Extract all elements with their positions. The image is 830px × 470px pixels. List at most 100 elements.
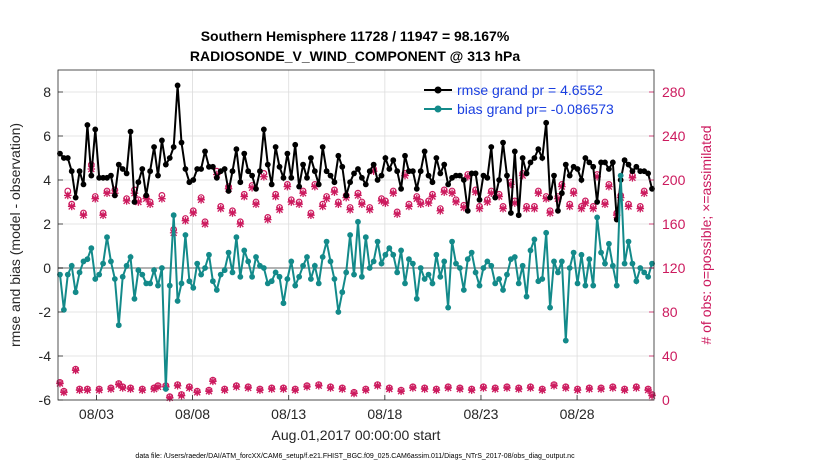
rmse-point (472, 170, 479, 177)
rmse-point (457, 172, 463, 179)
bias-point (421, 276, 428, 282)
bias-point (300, 262, 306, 269)
assimilated-obs-marker (538, 386, 547, 394)
x-tick-label: 08/03 (79, 406, 114, 422)
bias-point (527, 247, 534, 254)
assimilated-obs-marker (177, 391, 186, 400)
y-tick-label-left: -6 (39, 392, 52, 408)
assimilated-obs-marker (628, 174, 637, 182)
bias-point (217, 271, 224, 278)
assimilated-obs-marker (550, 381, 558, 390)
rmse-point (264, 161, 271, 168)
rmse-point (319, 144, 326, 150)
bias-point (123, 262, 130, 269)
rmse-point (127, 128, 134, 135)
bias-point (570, 249, 577, 256)
y-tick-label-left: 4 (43, 172, 51, 188)
x-tick-label: 08/13 (271, 406, 306, 422)
assimilated-obs-marker (318, 202, 327, 211)
rmse-point (241, 150, 248, 157)
rmse-point (213, 174, 220, 181)
rmse-point (566, 172, 573, 179)
rmse-point (633, 163, 640, 170)
assimilated-obs-marker (452, 198, 460, 206)
assimilated-obs-marker (252, 200, 260, 208)
assimilated-obs-marker (389, 189, 398, 197)
rmse-point (413, 185, 420, 192)
rmse-point (315, 181, 322, 188)
assimilated-obs-marker (99, 211, 107, 219)
bias-point (402, 280, 408, 287)
bias-point (64, 271, 71, 278)
assimilated-obs-marker (448, 189, 456, 197)
bias-point (492, 280, 499, 287)
bias-point (543, 229, 550, 236)
bias-point (335, 309, 342, 315)
rmse-point (155, 172, 161, 179)
assimilated-obs-marker (154, 383, 162, 391)
chart-subtitle: RADIOSONDE_V_WIND_COMPONENT @ 313 hPa (190, 48, 520, 64)
rmse-point (139, 166, 146, 172)
rmse-point (237, 179, 244, 186)
bias-point (523, 293, 530, 300)
bias-point (331, 276, 338, 282)
rmse-point (300, 161, 306, 168)
rmse-point (539, 155, 546, 161)
rmse-point (327, 172, 334, 179)
bias-point (625, 238, 632, 245)
assimilated-obs-marker (295, 200, 303, 208)
assimilated-obs-marker (299, 189, 307, 197)
assimilated-obs-marker (440, 188, 449, 196)
bias-point (515, 280, 522, 287)
bias-point (484, 258, 491, 265)
rmse-point (151, 144, 157, 150)
rmse-point (374, 177, 381, 183)
bias-point (586, 256, 593, 263)
bias-point (174, 298, 181, 304)
assimilated-obs-marker (279, 385, 288, 393)
assimilated-obs-marker (205, 387, 213, 395)
rmse-point (578, 177, 585, 183)
rmse-point (280, 174, 287, 181)
bias-point (213, 287, 220, 293)
y-tick-label-right: 40 (662, 348, 678, 364)
rmse-point (629, 168, 636, 175)
assimilated-obs-marker (263, 215, 272, 224)
rmse-point (547, 194, 553, 201)
rmse-point (331, 179, 338, 186)
rmse-point (339, 163, 346, 170)
rmse-point (209, 163, 216, 170)
assimilated-obs-marker (103, 189, 111, 197)
bias-point (641, 269, 648, 276)
bias-point (558, 258, 565, 265)
rmse-point (276, 163, 283, 170)
bias-point (249, 273, 255, 280)
bias-point (617, 172, 624, 179)
bias-point (178, 280, 185, 287)
bias-point (496, 276, 503, 282)
y-axis-label-left: rmse and bias (model - observation) (7, 123, 23, 347)
bias-point (139, 271, 146, 278)
rmse-point (649, 185, 655, 192)
rmse-point (190, 177, 197, 183)
bias-point (280, 300, 287, 307)
bias-point (429, 280, 436, 287)
rmse-point (257, 168, 263, 175)
bias-point (417, 265, 424, 271)
assimilated-obs-marker (632, 384, 641, 392)
bias-point (355, 218, 361, 225)
assimilated-obs-marker (573, 386, 582, 394)
bias-point (488, 262, 495, 269)
assimilated-obs-marker (436, 207, 445, 215)
bias-point (609, 262, 616, 269)
assimilated-obs-marker (530, 204, 539, 213)
rmse-point (382, 155, 389, 161)
assimilated-obs-marker (397, 387, 405, 395)
rmse-point (225, 188, 232, 194)
bias-point (500, 287, 506, 293)
bias-point (288, 258, 295, 265)
assimilated-obs-marker (362, 386, 370, 394)
bias-point (111, 276, 118, 282)
rmse-point (527, 159, 534, 166)
assimilated-obs-marker (487, 189, 496, 197)
